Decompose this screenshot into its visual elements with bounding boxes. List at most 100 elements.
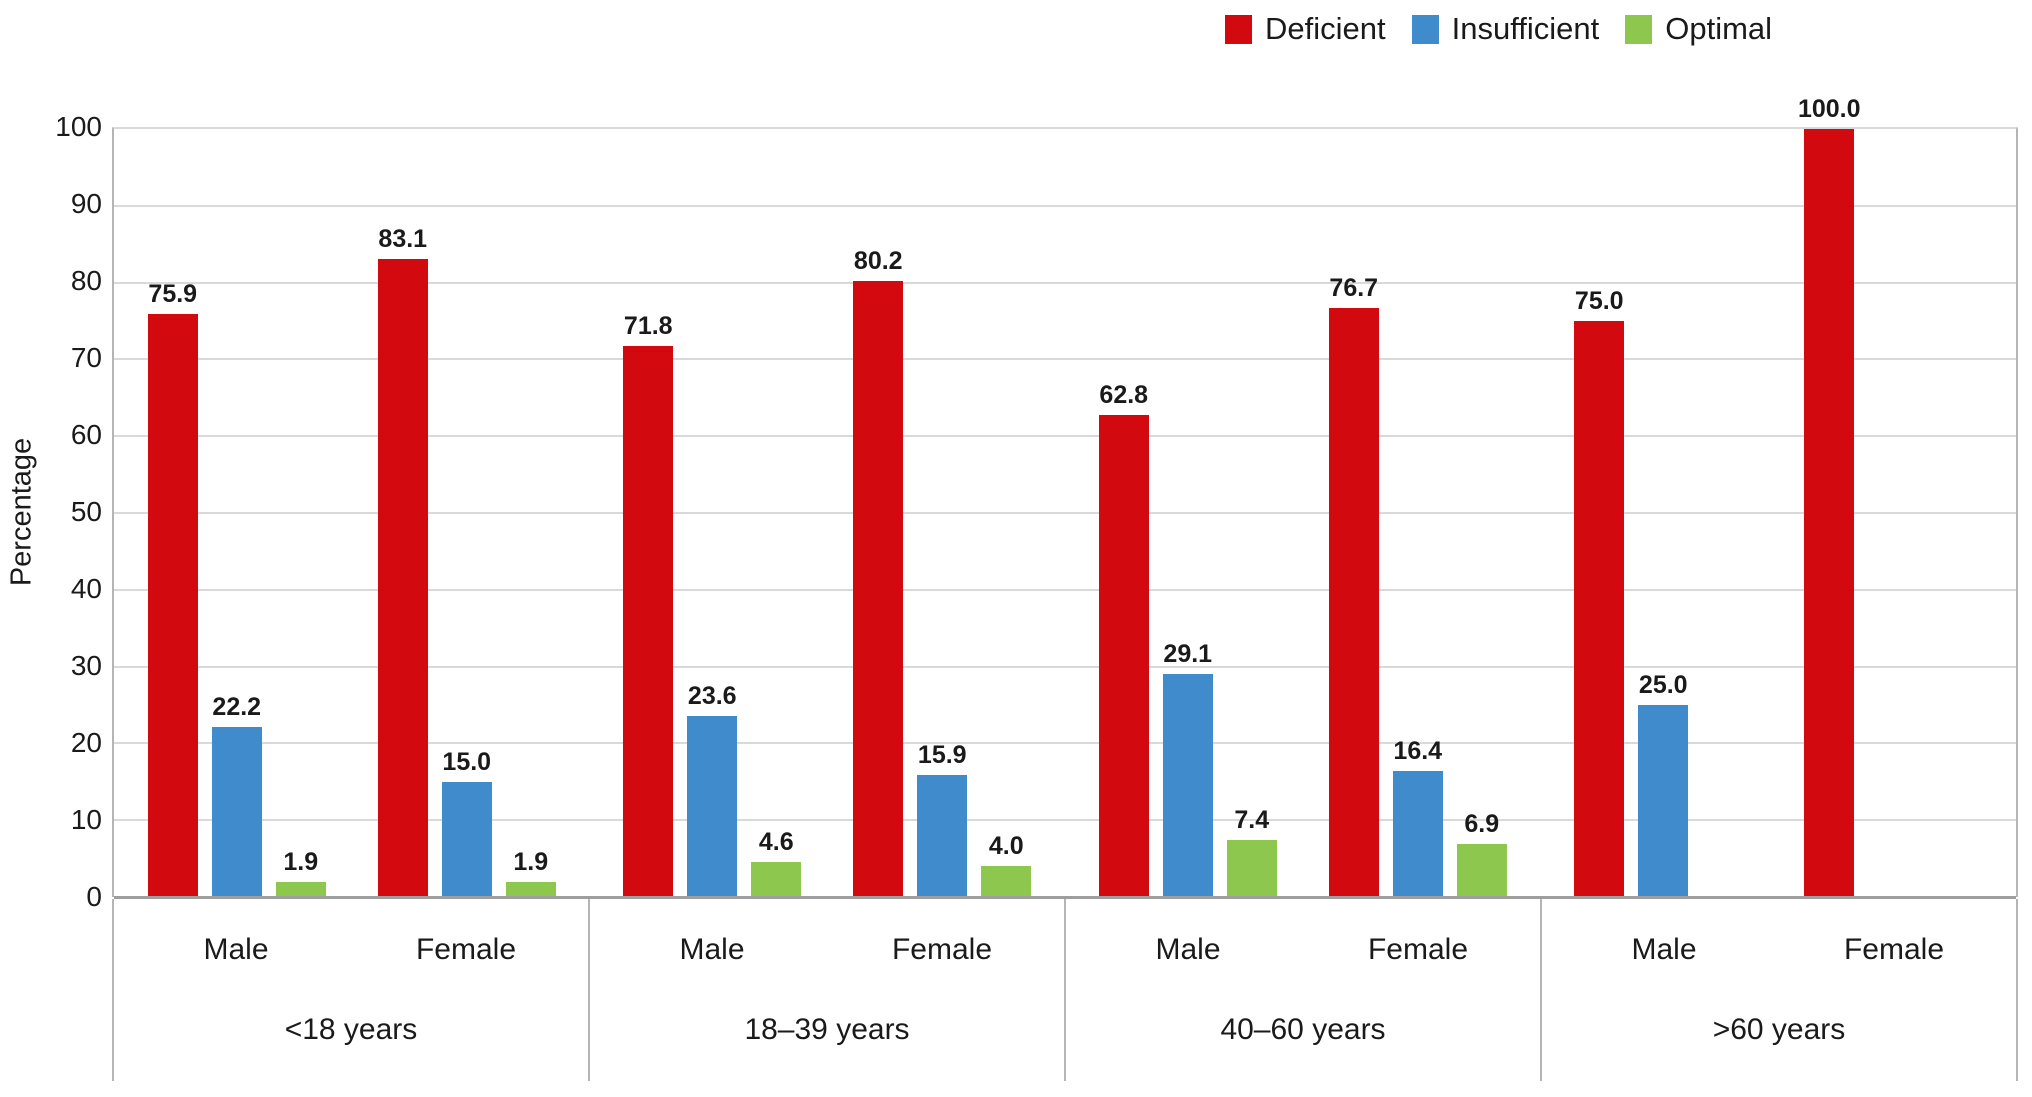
cluster-18-years-male: 75.9 22.2 1.9 (147, 129, 326, 897)
bar-insufficient-female-18-years: 15.0 (441, 748, 492, 897)
band-cell-60-years: Male Female >60 years (1540, 899, 2018, 1081)
bar-deficient-female-40-60-years: 76.7 (1328, 274, 1379, 897)
plot-area: 75.9 22.2 1.9 83.1 15.0 1.9 71.8 23.6 4.… (112, 95, 2018, 899)
gridline-10 (114, 819, 2016, 822)
cluster-60-years-male: 75.0 25.0 (1574, 129, 1752, 897)
group-label-60-years: >60 years (1712, 1013, 1846, 1046)
bar-insufficient-female-18-39-years: 15.9 (917, 741, 968, 897)
cluster-40-60-years-female: 76.7 16.4 6.9 (1328, 129, 1507, 897)
category-band: Male Female <18 years Male Female 18–39 years… (112, 899, 2018, 1081)
bars-layer: 75.9 22.2 1.9 83.1 15.0 1.9 71.8 23.6 4.… (114, 95, 2017, 897)
legend-label: Deficient (1265, 11, 1386, 46)
y-tick-100: 100 (55, 111, 102, 142)
bar-value-label: 1.9 (283, 848, 319, 877)
bar-deficient-female-60-years: 100.0 (1798, 95, 1861, 897)
bar-value-label: 4.0 (988, 832, 1024, 861)
y-tick-20: 20 (70, 727, 102, 758)
bar-optimal-male-18-years: 1.9 (275, 848, 326, 897)
legend-swatch-deficient (1225, 14, 1252, 44)
group-40-60-years: 62.8 29.1 7.4 76.7 16.4 6.9 (1065, 129, 1541, 897)
subcategory-label-male-60-years: Male (1631, 933, 1697, 966)
bar-insufficient-male-18-years: 22.2 (211, 693, 262, 897)
y-tick-80: 80 (70, 265, 102, 296)
bar-insufficient-male-18-39-years: 23.6 (687, 682, 738, 897)
bar-value-label: 75.0 (1574, 287, 1624, 315)
bar-optimal-male-40-60-years: 7.4 (1226, 806, 1277, 897)
gridline-90 (114, 204, 2016, 207)
group-60-years: 75.0 25.0 100.0 (1541, 95, 2017, 897)
bar-optimal-female-40-60-years: 6.9 (1456, 810, 1507, 897)
bar-insufficient-male-40-60-years: 29.1 (1162, 640, 1213, 897)
bar-value-label: 76.7 (1329, 273, 1379, 302)
gridline-60 (114, 435, 2016, 438)
y-tick-10: 10 (70, 804, 102, 835)
subcategory-label-female-18-39-years: Female (891, 933, 993, 966)
subcategory-label-male-18-39-years: Male (679, 933, 745, 966)
bar-deficient-male-40-60-years: 62.8 (1098, 381, 1149, 897)
bar-value-label: 7.4 (1234, 806, 1270, 835)
bar-value-label: 22.2 (212, 692, 262, 721)
group-label-18-years: <18 years (284, 1013, 418, 1046)
gridline-20 (114, 742, 2016, 745)
subcategory-label-female-60-years: Female (1843, 933, 1945, 966)
gridline-40 (114, 588, 2016, 591)
subcategory-label-female-40-60-years: Female (1367, 933, 1469, 966)
bar-value-label: 1.9 (513, 848, 549, 877)
bar-optimal-female-18-39-years: 4.0 (981, 832, 1032, 897)
bar-optimal-male-18-39-years: 4.6 (751, 828, 802, 897)
y-tick-50: 50 (70, 496, 102, 527)
cluster-60-years-female: 100.0 (1798, 95, 1982, 897)
bar-value-label: 62.8 (1099, 380, 1149, 409)
bar-value-label: 29.1 (1163, 639, 1213, 668)
bar-insufficient-male-60-years: 25.0 (1638, 671, 1689, 897)
bar-value-label: 80.2 (853, 247, 903, 276)
band-cell-40-60-years: Male Female 40–60 years (1064, 899, 1540, 1081)
bar-deficient-male-60-years: 75.0 (1574, 287, 1625, 897)
group-18-39-years: 71.8 23.6 4.6 80.2 15.9 4.0 (590, 129, 1066, 897)
group-label-18-39-years: 18–39 years (744, 1013, 910, 1046)
bar-value-label: 75.9 (148, 280, 198, 309)
y-tick-0: 0 (86, 881, 102, 912)
subcategory-label-male-18-years: Male (203, 933, 269, 966)
y-tick-30: 30 (70, 650, 102, 681)
bar-value-label: 83.1 (378, 224, 428, 253)
bar-value-label: 100.0 (1797, 95, 1861, 123)
bar-value-label: 15.0 (442, 747, 492, 776)
band-cell-18-39-years: Male Female 18–39 years (588, 899, 1064, 1081)
bar-value-label: 23.6 (687, 681, 737, 710)
bar-insufficient-female-40-60-years: 16.4 (1392, 737, 1443, 897)
bar-value-label: 4.6 (758, 827, 794, 856)
band-cell-18-years: Male Female <18 years (112, 899, 588, 1081)
y-tick-90: 90 (70, 188, 102, 219)
bar-value-label: 6.9 (1464, 810, 1500, 839)
bar-deficient-female-18-years: 83.1 (377, 225, 428, 897)
x-axis-line (114, 896, 2016, 899)
bar-value-label: 71.8 (623, 311, 673, 340)
y-tick-60: 60 (70, 419, 102, 450)
subcategory-label-female-18-years: Female (415, 933, 517, 966)
bar-optimal-female-18-years: 1.9 (505, 848, 556, 897)
bar-deficient-male-18-years: 75.9 (147, 280, 198, 897)
y-tick-column: 0 10 20 30 40 50 60 70 80 90 100 (26, 111, 102, 912)
y-tick-70: 70 (70, 342, 102, 373)
bar-deficient-male-18-39-years: 71.8 (623, 312, 674, 897)
cluster-18-39-years-male: 71.8 23.6 4.6 (623, 129, 802, 897)
cluster-18-39-years-female: 80.2 15.9 4.0 (853, 129, 1032, 897)
bar-deficient-female-18-39-years: 80.2 (853, 247, 904, 897)
legend-label: Optimal (1665, 11, 1773, 46)
gridline-80 (114, 281, 2016, 284)
group-18-years: 75.9 22.2 1.9 83.1 15.0 1.9 (114, 129, 590, 897)
bar-value-label: 15.9 (917, 740, 967, 769)
legend-swatch-insufficient (1411, 14, 1439, 44)
cluster-18-years-female: 83.1 15.0 1.9 (377, 129, 556, 897)
gridline-70 (114, 358, 2016, 361)
legend-item-deficient: Deficient (1225, 12, 1386, 46)
bar-value-label: 25.0 (1638, 671, 1688, 699)
gridline-50 (114, 512, 2016, 514)
gridline-30 (114, 665, 2016, 668)
group-label-40-60-years: 40–60 years (1220, 1013, 1386, 1046)
subcategory-label-male-40-60-years: Male (1155, 933, 1221, 966)
legend: Deficient Insufficient Optimal (1225, 11, 1772, 47)
y-tick-40: 40 (70, 573, 102, 604)
